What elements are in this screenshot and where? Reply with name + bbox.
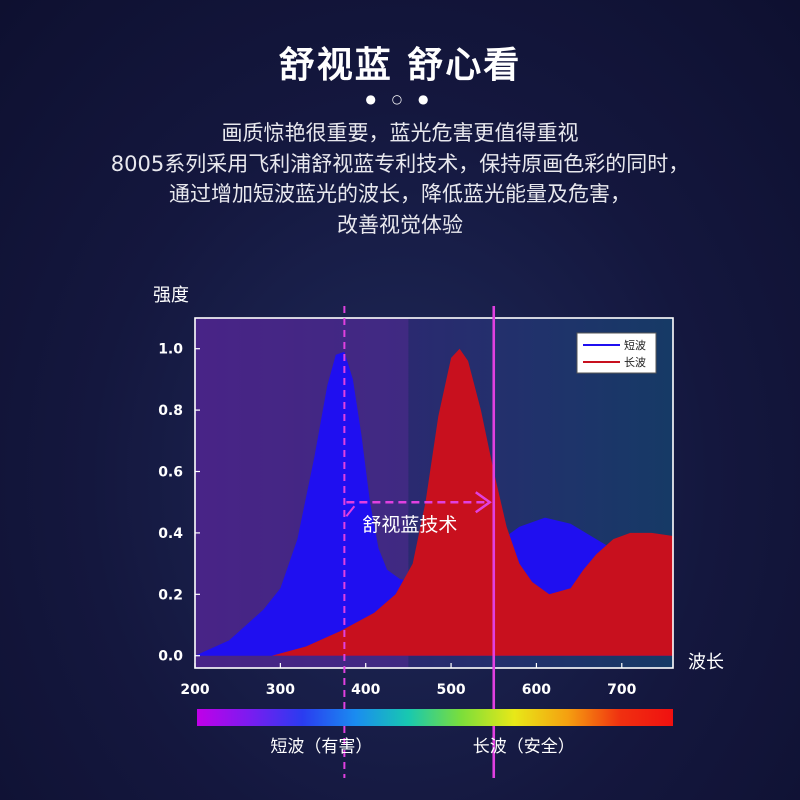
series-group	[195, 348, 673, 656]
description: 画质惊艳很重要，蓝光危害更值得重视 8005系列采用飞利浦舒视蓝专利技术，保持原…	[0, 118, 800, 240]
annotation-arrow-head	[475, 491, 492, 514]
legend-entry: 短波	[624, 338, 646, 352]
series-area-long	[271, 348, 673, 656]
y-axis-label: 强度	[153, 285, 189, 306]
description-line: 改善视觉体验	[337, 212, 463, 237]
x-tick-label: 500	[436, 682, 465, 698]
y-tick-label: 1.0	[158, 342, 183, 358]
x-tick-label: 300	[266, 682, 295, 698]
description-line: 画质惊艳很重要，蓝光危害更值得重视	[221, 121, 579, 145]
y-tick-label: 0.2	[158, 587, 183, 603]
legend-entry: 长波	[624, 356, 646, 369]
legend-box	[576, 332, 657, 374]
x-axis-label: 波长	[688, 652, 724, 673]
x-tick-label: 600	[522, 682, 551, 698]
marker-label: 长波（安全）	[473, 737, 575, 757]
spectrum-bar	[197, 709, 673, 726]
annotation-arrow-tail	[345, 505, 356, 517]
description-line: 8005系列采用飞利浦舒视蓝专利技术，保持原画色彩的同时，	[110, 151, 690, 176]
marker-label: 短波（有害）	[270, 737, 372, 757]
x-tick-label: 700	[607, 682, 636, 698]
x-tick-label: 200	[180, 682, 209, 698]
y-tick-label: 0.6	[158, 465, 183, 481]
title-dots: ● ○ ●	[365, 92, 435, 106]
plot-frame	[194, 317, 674, 669]
x-tick-label: 400	[351, 682, 380, 698]
annotation-label: 舒视蓝技术	[362, 514, 457, 536]
y-tick-label: 0.4	[158, 526, 183, 542]
page-title: 舒视蓝 舒心看	[278, 45, 522, 86]
y-tick-label: 0.8	[158, 403, 183, 419]
series-area-short	[195, 351, 673, 656]
y-tick-label: 0.0	[158, 649, 183, 665]
description-line: 通过增加短波蓝光的波长，降低蓝光能量及危害，	[169, 182, 631, 206]
